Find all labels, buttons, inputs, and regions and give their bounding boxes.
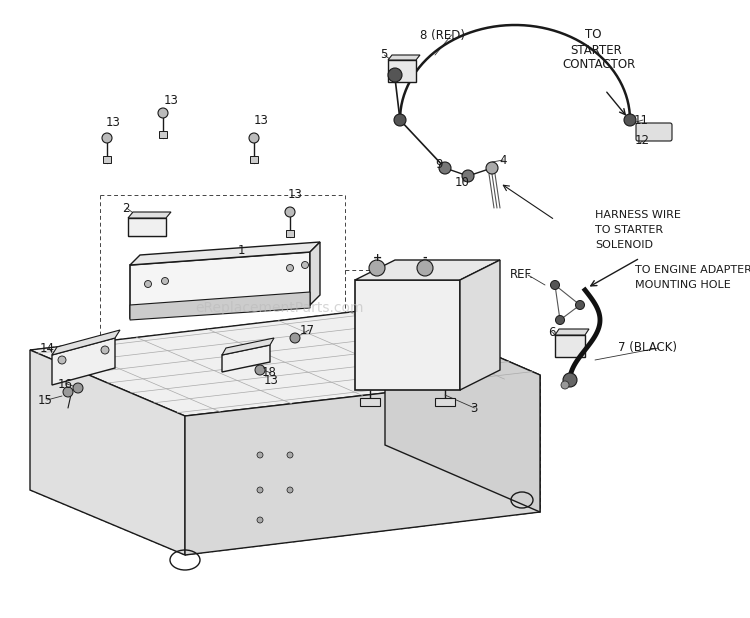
- Circle shape: [561, 381, 569, 389]
- Circle shape: [550, 281, 560, 289]
- Circle shape: [556, 316, 565, 324]
- Text: REF.: REF.: [510, 268, 534, 282]
- Circle shape: [394, 114, 406, 126]
- Polygon shape: [52, 330, 120, 355]
- Text: 9: 9: [435, 158, 442, 172]
- Bar: [250, 156, 258, 163]
- Circle shape: [161, 277, 169, 284]
- Circle shape: [255, 365, 265, 375]
- Text: TO STARTER: TO STARTER: [595, 225, 663, 235]
- Circle shape: [290, 333, 300, 343]
- Polygon shape: [130, 242, 320, 265]
- Circle shape: [369, 260, 385, 276]
- Circle shape: [287, 487, 293, 493]
- Text: MOUNTING HOLE: MOUNTING HOLE: [635, 280, 730, 290]
- Text: SOLENOID: SOLENOID: [595, 240, 653, 250]
- Text: 1: 1: [238, 243, 245, 256]
- Text: -: -: [422, 253, 427, 263]
- Text: 2: 2: [122, 201, 130, 214]
- Text: 16: 16: [58, 378, 73, 391]
- Circle shape: [563, 373, 577, 387]
- Text: 13: 13: [106, 116, 121, 129]
- FancyBboxPatch shape: [636, 123, 672, 141]
- Circle shape: [257, 517, 263, 523]
- Text: HARNESS WIRE: HARNESS WIRE: [595, 210, 681, 220]
- Circle shape: [145, 281, 152, 287]
- Circle shape: [286, 265, 293, 271]
- Text: 5: 5: [380, 48, 387, 62]
- Text: TO: TO: [585, 28, 602, 41]
- Text: 6: 6: [548, 326, 556, 339]
- Polygon shape: [130, 292, 310, 320]
- Polygon shape: [388, 55, 420, 60]
- Circle shape: [462, 170, 474, 182]
- Polygon shape: [385, 308, 540, 512]
- Circle shape: [388, 68, 402, 82]
- Circle shape: [486, 162, 498, 174]
- Circle shape: [285, 207, 295, 217]
- Text: +: +: [373, 253, 382, 263]
- FancyBboxPatch shape: [555, 335, 585, 357]
- Text: 10: 10: [455, 176, 470, 188]
- Polygon shape: [130, 252, 310, 318]
- FancyBboxPatch shape: [388, 60, 416, 82]
- Text: 7 (BLACK): 7 (BLACK): [618, 342, 677, 355]
- Polygon shape: [355, 260, 500, 280]
- Polygon shape: [310, 242, 320, 305]
- Text: CONTACTOR: CONTACTOR: [562, 59, 635, 72]
- Text: 13: 13: [288, 188, 303, 201]
- Polygon shape: [355, 280, 460, 390]
- Text: 13: 13: [254, 114, 268, 127]
- Circle shape: [158, 108, 168, 118]
- Text: 17: 17: [300, 323, 315, 336]
- Circle shape: [73, 383, 83, 393]
- Circle shape: [101, 346, 109, 354]
- Text: TO ENGINE ADAPTER: TO ENGINE ADAPTER: [635, 265, 750, 275]
- Polygon shape: [128, 212, 171, 218]
- Text: STARTER: STARTER: [570, 43, 622, 56]
- Circle shape: [302, 261, 308, 268]
- Bar: [286, 230, 294, 237]
- Circle shape: [417, 260, 433, 276]
- FancyBboxPatch shape: [435, 398, 455, 406]
- Text: 14: 14: [40, 342, 55, 355]
- Circle shape: [63, 387, 73, 397]
- Circle shape: [257, 487, 263, 493]
- FancyBboxPatch shape: [360, 398, 380, 406]
- Polygon shape: [52, 338, 115, 385]
- Text: 13: 13: [164, 93, 178, 106]
- Polygon shape: [460, 260, 500, 390]
- Text: 12: 12: [635, 133, 650, 146]
- Text: 15: 15: [38, 394, 53, 407]
- Polygon shape: [30, 308, 540, 416]
- Text: 18: 18: [262, 366, 277, 379]
- Text: 8 (RED): 8 (RED): [420, 28, 465, 41]
- Circle shape: [58, 356, 66, 364]
- Circle shape: [439, 162, 451, 174]
- Polygon shape: [222, 338, 274, 355]
- FancyBboxPatch shape: [128, 218, 166, 236]
- Polygon shape: [30, 350, 185, 555]
- Circle shape: [102, 133, 112, 143]
- Bar: [159, 131, 167, 138]
- Bar: [103, 156, 111, 163]
- Polygon shape: [222, 345, 270, 372]
- Text: eReplacementParts.com: eReplacementParts.com: [196, 301, 364, 315]
- Circle shape: [249, 133, 259, 143]
- Circle shape: [257, 452, 263, 458]
- Text: 13: 13: [264, 373, 279, 386]
- Polygon shape: [555, 329, 589, 335]
- Text: 11: 11: [634, 114, 649, 127]
- Text: 4: 4: [499, 153, 506, 166]
- Polygon shape: [185, 375, 540, 555]
- Circle shape: [624, 114, 636, 126]
- Text: 3: 3: [470, 402, 477, 415]
- Circle shape: [575, 300, 584, 310]
- Circle shape: [287, 452, 293, 458]
